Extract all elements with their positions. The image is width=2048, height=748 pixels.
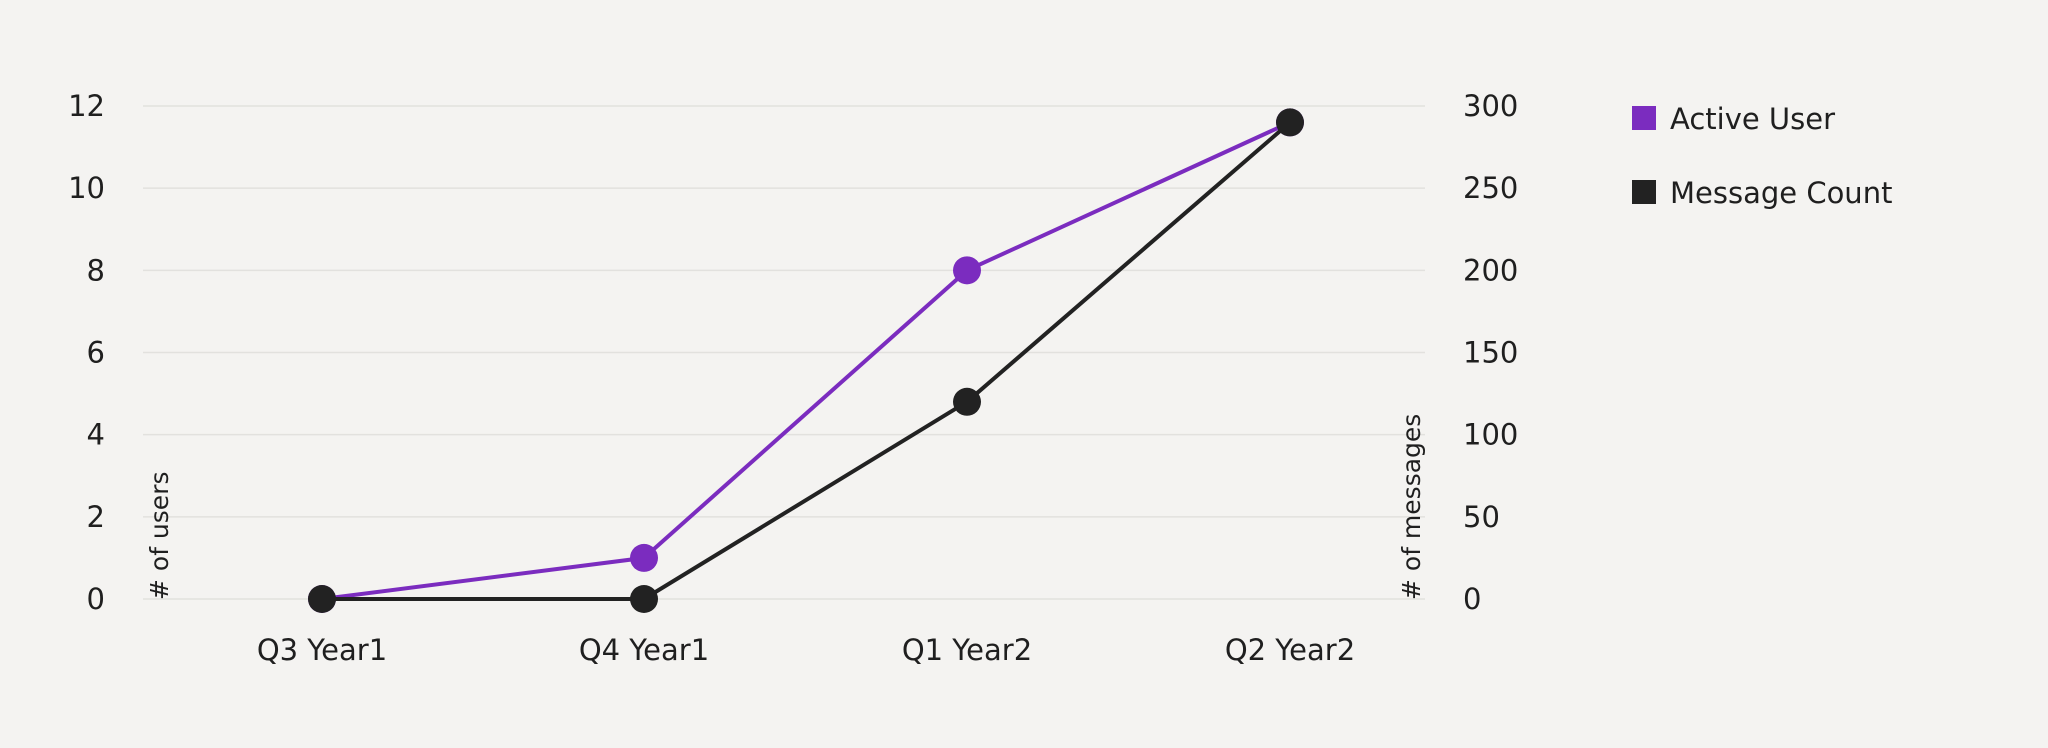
data-point <box>953 387 981 416</box>
data-point <box>1276 108 1304 137</box>
x-tick-label: Q2 Year2 <box>1225 633 1355 667</box>
legend-item: Active User <box>1632 102 1835 136</box>
x-tick-label: Q3 Year1 <box>257 633 387 667</box>
left-tick-label: 6 <box>87 336 105 370</box>
series-line <box>321 120 1291 601</box>
series-line <box>322 120 1292 601</box>
x-tick-label: Q4 Year1 <box>579 633 709 667</box>
data-point <box>630 585 658 613</box>
left-tick-label: 4 <box>87 418 105 452</box>
data-point <box>308 585 336 613</box>
series-message-count <box>308 108 1304 613</box>
series-layer <box>308 108 1304 613</box>
data-point <box>630 543 658 572</box>
right-axis-title: # of messages <box>1397 414 1426 600</box>
legend-label: Active User <box>1670 102 1835 136</box>
right-tick-label: 100 <box>1463 418 1518 452</box>
left-tick-label: 0 <box>87 582 105 616</box>
right-tick-label: 0 <box>1463 582 1481 616</box>
left-tick-label: 2 <box>87 500 105 534</box>
legend-swatch <box>1632 106 1656 130</box>
x-axis-ticks: Q3 Year1 Q4 Year1 Q1 Year2 Q2 Year2 <box>257 633 1355 667</box>
left-axis-ticks: 0 2 4 6 8 10 12 <box>68 89 105 616</box>
legend-swatch <box>1632 180 1656 204</box>
gridlines <box>143 105 1425 600</box>
series-active-user <box>308 108 1304 613</box>
right-axis-ticks: 0 50 100 150 200 250 300 <box>1463 89 1518 616</box>
x-tick-label: Q1 Year2 <box>902 633 1032 667</box>
left-tick-label: 12 <box>68 89 105 123</box>
left-tick-label: 10 <box>68 171 105 205</box>
legend-label: Message Count <box>1670 176 1892 210</box>
left-tick-label: 8 <box>87 253 105 287</box>
right-tick-label: 200 <box>1463 253 1518 287</box>
legend-item: Message Count <box>1632 176 1892 210</box>
right-tick-label: 250 <box>1463 171 1518 205</box>
right-tick-label: 300 <box>1463 89 1518 123</box>
right-tick-label: 150 <box>1463 336 1518 370</box>
left-axis-title: # of users <box>145 472 174 601</box>
legend: Active User Message Count <box>1632 102 1892 210</box>
right-tick-label: 50 <box>1463 500 1500 534</box>
data-point <box>953 256 981 285</box>
